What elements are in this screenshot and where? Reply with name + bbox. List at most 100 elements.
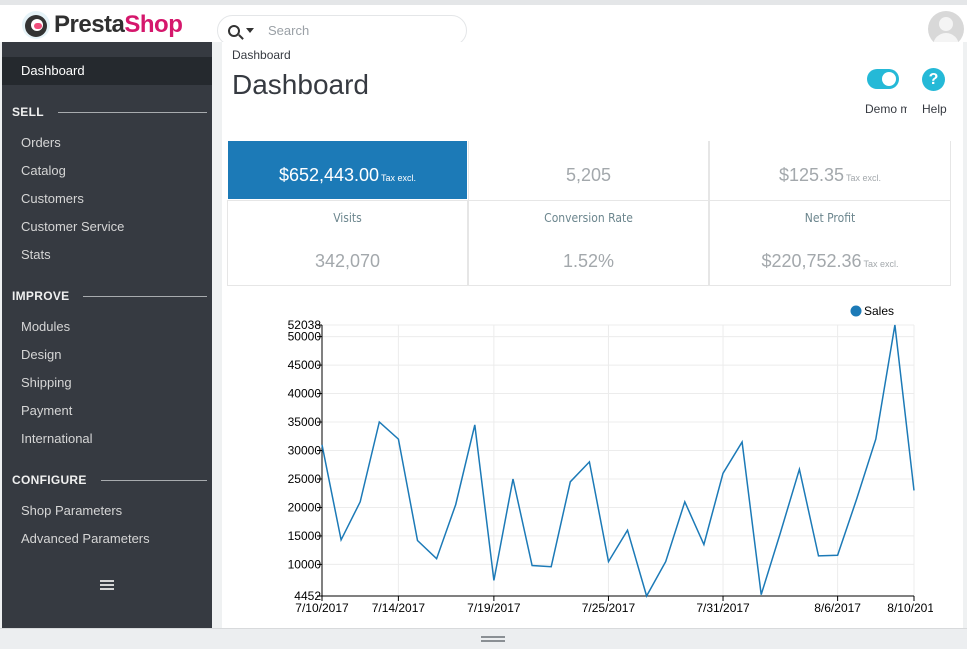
brand-name-part1: Presta — [54, 11, 125, 38]
dashboard-panel: $652,443.00 Tax excl. 5,205 $125.35 Tax ex… — [222, 141, 963, 628]
chevron-down-icon[interactable] — [246, 28, 254, 33]
data-point — [683, 500, 686, 503]
x-tick-label: 8/6/2017 — [814, 601, 861, 615]
data-point — [397, 438, 400, 441]
data-point — [416, 539, 419, 542]
demo-mode-label[interactable]: Demo mode — [865, 102, 907, 116]
legend-swatch — [850, 305, 862, 317]
y-tick-label: 40000 — [288, 387, 322, 401]
data-point — [511, 477, 514, 480]
x-tick-label: 7/10/2017 — [295, 601, 349, 615]
sidebar-item-stats[interactable]: Stats — [21, 247, 51, 262]
sidebar-item-shipping[interactable]: Shipping — [21, 375, 72, 390]
toggle-switch-icon — [867, 69, 899, 89]
demo-mode-toggle[interactable] — [867, 69, 899, 89]
section-header-improve: IMPROVE — [12, 289, 207, 303]
resize-handle-icon[interactable] — [481, 636, 505, 644]
data-point — [893, 324, 896, 327]
y-tick-label: 25000 — [288, 472, 322, 486]
kpi-conversion-rate[interactable]: Conversion Rate 1.52% — [468, 200, 709, 286]
data-point — [798, 468, 801, 471]
sidebar: Dashboard SELL Orders Catalog Customers … — [2, 42, 212, 628]
sidebar-item-customer-service[interactable]: Customer Service — [21, 219, 125, 234]
data-point — [855, 497, 858, 500]
search-icon[interactable] — [228, 24, 240, 37]
y-tick-label: 45000 — [288, 358, 322, 372]
sidebar-item-customers[interactable]: Customers — [21, 191, 84, 206]
data-point — [874, 438, 877, 441]
sidebar-item-international[interactable]: International — [21, 431, 93, 446]
y-tick-label: 35000 — [288, 415, 322, 429]
data-point — [779, 532, 782, 535]
kpi-value: 5,205 — [565, 165, 612, 185]
data-point — [664, 560, 667, 563]
kpi-value: $125.35 — [778, 165, 845, 185]
sidebar-item-payment[interactable]: Payment — [21, 403, 73, 418]
y-tick-label: 10000 — [288, 557, 322, 571]
y-tick-label: 30000 — [288, 444, 322, 458]
kpi-value: $652,443.00 — [278, 165, 380, 185]
sidebar-item-design[interactable]: Design — [21, 347, 62, 362]
kpi-label: Visits — [333, 211, 362, 225]
menu-collapse-icon[interactable] — [100, 580, 114, 592]
x-tick-label: 7/14/2017 — [372, 601, 426, 615]
sidebar-item-advanced-parameters[interactable]: Advanced Parameters — [21, 531, 150, 546]
sidebar-item-catalog[interactable]: Catalog — [21, 163, 66, 178]
y-tick-label: 4452 — [294, 589, 321, 603]
sidebar-item-orders[interactable]: Orders — [21, 135, 61, 150]
kpi-visits[interactable]: Visits 342,070 — [227, 200, 468, 286]
section-title: CONFIGURE — [12, 473, 87, 487]
kpi-cart-value[interactable]: $125.35 Tax excl. — [709, 141, 951, 201]
data-point — [741, 440, 744, 443]
section-title: IMPROVE — [12, 289, 70, 303]
section-title: SELL — [12, 105, 44, 119]
kpi-label: Net Profit — [804, 211, 856, 225]
data-point — [836, 554, 839, 557]
y-tick-label: 52038 — [288, 318, 322, 332]
brand-name-part2: Shop — [124, 11, 183, 38]
kpi-sales[interactable]: $652,443.00 Tax excl. — [228, 141, 467, 199]
data-point — [454, 503, 457, 506]
data-point — [626, 529, 629, 532]
kpi-value: $220,752.36 — [761, 251, 862, 271]
data-point — [607, 560, 610, 563]
x-tick-label: 7/19/2017 — [467, 601, 521, 615]
search-input[interactable] — [268, 23, 448, 38]
data-point — [569, 480, 572, 483]
kpi-suffix: Tax excl. — [863, 259, 899, 269]
data-point — [722, 472, 725, 475]
kpi-value: 1.52% — [562, 251, 615, 271]
kpi-orders[interactable]: 5,205 — [468, 141, 709, 201]
prestashop-logo[interactable]: PrestaShop — [22, 11, 183, 39]
data-point — [913, 489, 916, 492]
kpi-net-profit[interactable]: Net Profit $220,752.36 Tax excl. — [709, 200, 951, 286]
data-point — [340, 538, 343, 541]
data-point — [531, 564, 534, 567]
data-point — [702, 543, 705, 546]
legend-label: Sales — [864, 304, 894, 318]
data-point — [817, 554, 820, 557]
help-label[interactable]: Help — [922, 102, 947, 116]
y-tick-label: 50000 — [288, 330, 322, 344]
data-point — [378, 421, 381, 424]
help-icon[interactable]: ? — [922, 68, 945, 91]
kpi-value: 342,070 — [314, 251, 381, 271]
data-point — [435, 557, 438, 560]
data-point — [473, 423, 476, 426]
data-point — [760, 593, 763, 596]
x-tick-label: 7/31/2017 — [696, 601, 750, 615]
data-point — [492, 579, 495, 582]
section-header-configure: CONFIGURE — [12, 473, 207, 487]
data-point — [645, 595, 648, 598]
x-tick-label: 8/10/2017 — [887, 601, 941, 615]
breadcrumb[interactable]: Dashboard — [232, 48, 291, 62]
sidebar-item-modules[interactable]: Modules — [21, 319, 71, 334]
data-point — [321, 443, 324, 446]
sidebar-item-shop-parameters[interactable]: Shop Parameters — [21, 503, 123, 518]
sidebar-item-dashboard[interactable]: Dashboard — [2, 57, 212, 85]
y-tick-label: 20000 — [288, 500, 322, 514]
kpi-suffix: Tax excl. — [846, 173, 882, 183]
puffin-logo-icon — [22, 11, 50, 39]
x-tick-label: 7/25/2017 — [582, 601, 636, 615]
